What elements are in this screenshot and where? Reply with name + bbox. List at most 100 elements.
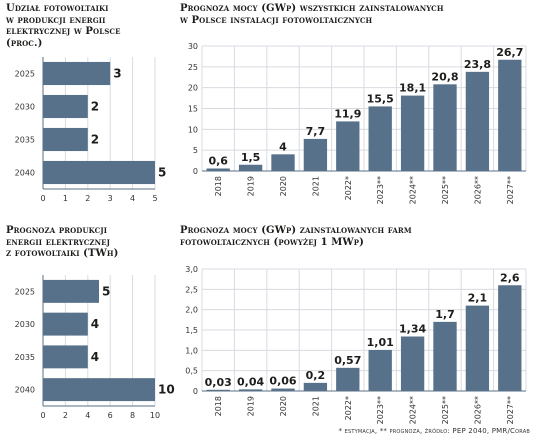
capacity-y-tick-label: 20 <box>188 84 198 93</box>
capacity-bar <box>238 164 263 171</box>
share-title-line-2: w produkcji energii <box>6 14 106 26</box>
capacity-y-tick-label: 0 <box>193 167 198 176</box>
farms-bar <box>238 389 263 391</box>
farms-bar <box>400 336 425 391</box>
capacity-category-label: 2026** <box>473 176 482 204</box>
capacity-bar <box>498 59 522 171</box>
capacity-y-tick-label: 10 <box>188 125 198 134</box>
share-x-tick-label: 0 <box>40 194 45 203</box>
farms-value-label: 0,06 <box>269 375 296 388</box>
farms-category-label: 2021 <box>311 396 320 416</box>
production-x-tick-label: 4 <box>85 411 90 420</box>
production-x-tick-label: 8 <box>130 411 135 420</box>
farms-bar <box>433 321 457 391</box>
farms-y-tick-label: 2,5 <box>185 285 198 294</box>
share-category-label: 2030 <box>15 103 35 112</box>
farms-title-line-2: fotowoltaicznych (powyżej 1 MWp) <box>180 236 364 248</box>
farms-chart: Prognoza mocy (GWp) zainstalowanych farm… <box>170 215 536 425</box>
capacity-title-line-1: Prognoza mocy (GWp) wszystkich zainstalo… <box>180 3 444 14</box>
capacity-bar <box>206 168 230 171</box>
production-bar <box>43 345 88 369</box>
farms-y-tick-label: 1,5 <box>185 326 198 335</box>
capacity-value-label: 1,5 <box>241 151 261 164</box>
capacity-bar <box>433 84 457 171</box>
capacity-bar <box>303 138 328 171</box>
farms-bar <box>303 382 328 391</box>
production-bar <box>43 378 155 402</box>
production-value-label: 4 <box>91 317 99 331</box>
farms-value-label: 2,1 <box>468 292 488 305</box>
farms-category-label: 2026** <box>473 396 482 424</box>
farms-bar <box>206 389 230 391</box>
farms-y-tick-label: 0 <box>193 387 198 396</box>
share-title-line-1: Udział fotowoltaiki <box>6 3 109 14</box>
capacity-value-label: 7,7 <box>306 125 326 138</box>
capacity-bar <box>271 154 295 171</box>
share-category-label: 2035 <box>15 136 35 145</box>
source-footnote: * estymacja, ** prognoza, źródło: PEP 20… <box>338 427 530 435</box>
farms-category-label: 2025** <box>441 396 450 424</box>
farms-bar <box>368 349 392 391</box>
share-category-label: 2025 <box>15 70 35 79</box>
farms-category-label: 2023** <box>376 396 385 424</box>
capacity-bar <box>400 95 425 171</box>
share-x-tick-label: 3 <box>108 194 113 203</box>
capacity-chart: Prognoza mocy (GWp) wszystkich zainstalo… <box>170 0 536 215</box>
share-bar <box>43 127 88 152</box>
capacity-category-label: 2022* <box>344 176 353 200</box>
capacity-bar <box>368 106 392 171</box>
capacity-value-label: 15,5 <box>367 92 394 105</box>
farms-category-label: 2024** <box>409 396 418 424</box>
capacity-value-label: 4 <box>279 140 287 153</box>
capacity-category-label: 2020 <box>279 176 288 196</box>
farms-bar <box>271 388 295 391</box>
farms-chart-title: Prognoza mocy (GWp) zainstalowanych farm… <box>180 225 536 248</box>
share-bar <box>43 160 155 185</box>
share-x-tick-label: 4 <box>130 194 135 203</box>
capacity-value-label: 23,8 <box>464 58 491 71</box>
farms-value-label: 2,6 <box>500 271 520 284</box>
farms-value-label: 0,04 <box>237 375 264 388</box>
production-title-line-1: Prognoza produkcji <box>6 225 108 236</box>
share-title-line-3: elektrycznej w Polsce <box>6 26 121 37</box>
production-category-label: 2040 <box>15 386 35 395</box>
share-bar <box>43 94 88 119</box>
production-title-line-2: energii elektrycznej <box>6 236 110 248</box>
capacity-y-tick-label: 30 <box>188 42 198 51</box>
production-category-label: 2025 <box>15 287 35 296</box>
farms-title-line-1: Prognoza mocy (GWp) zainstalowanych farm <box>180 225 412 236</box>
farms-category-label: 2019 <box>247 396 256 416</box>
share-chart: Udział fotowoltaiki w produkcji energii … <box>0 0 170 215</box>
production-category-label: 2030 <box>15 320 35 329</box>
farms-bar <box>336 367 360 391</box>
capacity-y-tick-label: 15 <box>188 105 198 114</box>
share-value-label: 2 <box>91 133 99 147</box>
production-x-tick-label: 0 <box>40 411 45 420</box>
share-title-line-4: (proc.) <box>6 37 43 49</box>
capacity-category-label: 2023** <box>376 176 385 204</box>
share-x-tick-label: 1 <box>63 194 68 203</box>
farms-value-label: 1,7 <box>435 308 455 321</box>
share-category-label: 2040 <box>15 169 35 178</box>
farms-y-tick-label: 1,0 <box>185 346 198 355</box>
capacity-category-label: 2021 <box>311 176 320 196</box>
share-value-label: 2 <box>91 100 99 114</box>
capacity-category-label: 2027** <box>506 176 515 204</box>
capacity-value-label: 0,6 <box>208 155 228 168</box>
capacity-value-label: 20,8 <box>431 70 458 83</box>
capacity-chart-title: Prognoza mocy (GWp) wszystkich zainstalo… <box>180 3 536 26</box>
production-value-label: 5 <box>102 284 110 298</box>
production-bar <box>43 279 99 303</box>
capacity-category-label: 2019 <box>247 176 256 196</box>
production-value-label: 4 <box>91 350 99 364</box>
farms-y-tick-label: 2,0 <box>185 306 198 315</box>
capacity-value-label: 18,1 <box>399 82 426 95</box>
farms-y-tick-label: 3,0 <box>185 265 198 274</box>
share-x-tick-label: 5 <box>152 194 157 203</box>
share-value-label: 3 <box>113 67 121 81</box>
production-value-label: 10 <box>158 383 175 397</box>
capacity-bar <box>336 121 360 171</box>
share-chart-plot: 0 1 2 3 4 5 2025 3 2030 2 2035 2 2040 5 <box>15 57 166 203</box>
farms-chart-plot: 0 0,5 1,0 1,5 2,0 2,5 3,0 0,03 2018 0,04 2019 0,06 2… <box>185 265 527 424</box>
capacity-category-label: 2024** <box>409 176 418 204</box>
